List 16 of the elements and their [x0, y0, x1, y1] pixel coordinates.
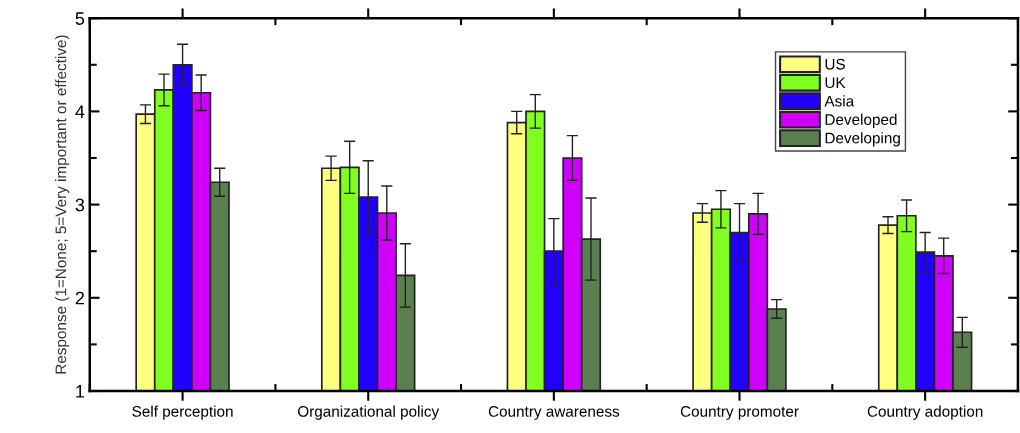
x-tick-label: Country adoption — [867, 405, 983, 420]
x-tick-label: Country awareness — [488, 405, 620, 420]
y-tick-label: 2 — [75, 291, 84, 305]
y-tick-label: 3 — [75, 198, 85, 212]
x-tick-label: Self perception — [132, 405, 233, 420]
legend-label: Developed — [825, 113, 897, 129]
y-tick-label: 4 — [75, 105, 85, 118]
x-tick-label: Country promoter — [680, 405, 799, 420]
legend-label: US — [825, 58, 845, 70]
y-tick-label: 5 — [75, 12, 85, 25]
legend-label: UK — [825, 77, 846, 89]
legend-label: Asia — [824, 95, 855, 107]
y-axis-title: Response (1=None; 5=Very important or effective) — [55, 35, 70, 374]
x-tick-label: Organizational policy — [298, 405, 440, 420]
y-tick-label: 1 — [76, 385, 85, 398]
legend-label: Developing — [825, 132, 900, 147]
